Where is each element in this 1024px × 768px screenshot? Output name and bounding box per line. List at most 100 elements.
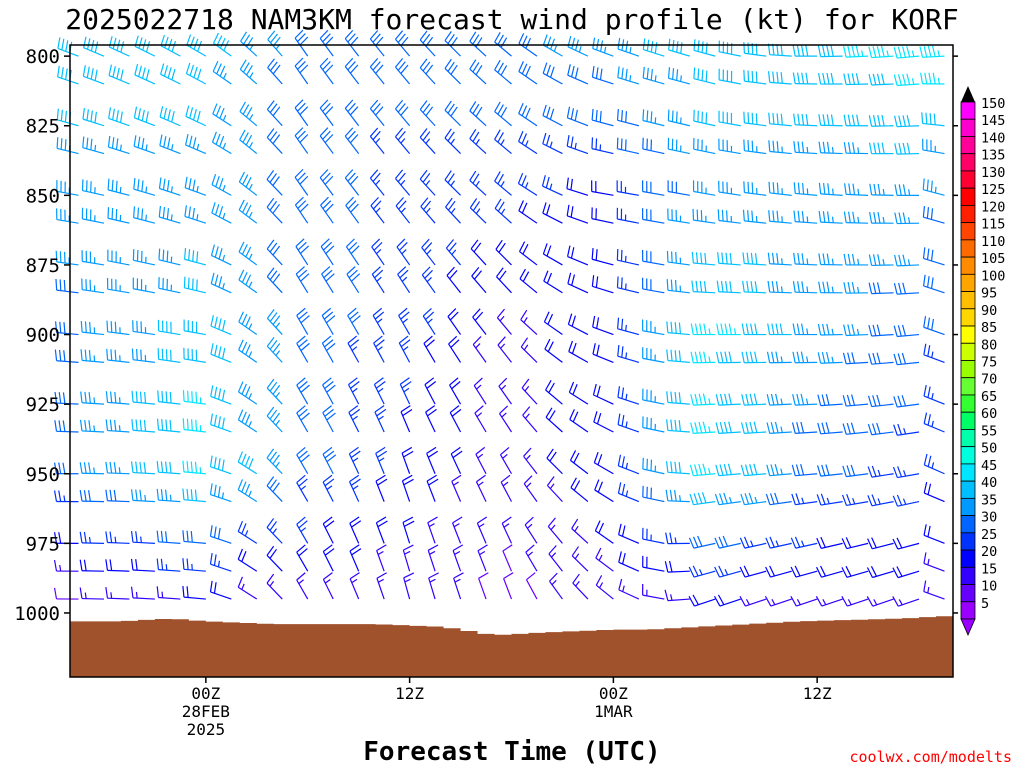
barb-feather — [105, 531, 109, 543]
barb-staff — [503, 578, 513, 600]
barb-feather — [376, 516, 387, 524]
barb-feather — [852, 183, 856, 195]
barb-half-feather — [222, 212, 226, 220]
wind-barb — [133, 178, 156, 196]
wind-barb — [209, 552, 232, 572]
wind-barb — [400, 405, 413, 433]
wind-barb — [717, 209, 741, 224]
barb-feather — [59, 279, 62, 291]
barb-feather — [570, 206, 574, 218]
barb-feather — [58, 532, 62, 544]
wind-barb — [792, 45, 818, 57]
barb-feather — [876, 46, 881, 58]
barb-half-feather — [775, 540, 779, 547]
chart-title: 2025022718 NAM3KM forecast wind profile … — [65, 3, 958, 36]
barb-feather — [877, 212, 881, 224]
barb-half-feather — [826, 497, 830, 504]
barb-feather — [344, 57, 354, 67]
colorbar-cell — [960, 377, 976, 396]
wind-barb — [866, 566, 894, 579]
barb-feather — [797, 210, 800, 223]
barb-feather — [791, 422, 796, 434]
wind-barb — [54, 420, 79, 433]
wind-barb — [158, 277, 181, 294]
barb-feather — [543, 270, 549, 282]
barb-feather — [845, 565, 852, 577]
barb-feather — [599, 68, 603, 80]
barb-feather — [676, 41, 679, 53]
barb-staff — [618, 534, 640, 544]
barb-feather — [398, 307, 408, 316]
barb-half-feather — [222, 142, 227, 149]
wind-barb — [592, 343, 614, 363]
barb-feather — [421, 266, 431, 276]
barb-feather — [192, 137, 197, 149]
barb-feather — [521, 175, 527, 187]
barb-feather — [549, 108, 555, 120]
wind-barb — [240, 31, 258, 57]
barb-feather — [892, 495, 899, 507]
wind-barb — [106, 320, 130, 336]
barb-feather — [372, 103, 381, 113]
barb-staff — [421, 247, 436, 266]
colorbar-cell — [960, 584, 976, 603]
barb-staff — [471, 275, 487, 294]
barb-feather — [319, 127, 329, 137]
wind-barb — [237, 409, 258, 433]
credit-text[interactable]: coolwx.com/modelts — [849, 748, 1012, 766]
barb-feather — [780, 72, 783, 84]
barb-staff — [718, 149, 741, 155]
barb-feather — [642, 66, 645, 78]
barb-staff — [923, 591, 945, 600]
wind-barb — [445, 239, 462, 266]
barb-feather — [673, 489, 677, 502]
barb-feather — [156, 530, 160, 542]
barb-half-feather — [376, 249, 382, 255]
wind-barb — [108, 64, 130, 85]
barb-staff — [134, 117, 156, 127]
barb-feather — [666, 279, 669, 291]
wind-barb — [237, 451, 258, 475]
barb-staff — [547, 526, 563, 544]
barb-feather — [851, 394, 856, 406]
barb-half-feather — [625, 490, 629, 497]
wind-barb — [295, 266, 310, 294]
barb-feather — [545, 134, 551, 146]
barb-feather — [848, 183, 851, 195]
barb-staff — [369, 66, 385, 85]
barb-feather — [714, 566, 721, 578]
wind-barb — [592, 383, 614, 405]
barb-staff — [296, 482, 309, 502]
wind-barb — [892, 466, 920, 479]
barb-feather — [80, 391, 83, 403]
wind-barb — [816, 464, 843, 477]
barb-feather — [830, 45, 834, 57]
barb-feather — [571, 342, 577, 354]
wind-barb — [55, 278, 79, 294]
wind-barb — [668, 38, 690, 57]
barb-feather — [294, 29, 304, 39]
wind-barb — [79, 462, 104, 475]
barb-feather — [272, 454, 280, 465]
wind-barb — [395, 99, 411, 127]
barb-half-feather — [196, 185, 199, 193]
barb-staff — [744, 122, 767, 127]
barb-half-feather — [400, 207, 406, 213]
wind-barb — [740, 492, 767, 506]
barb-feather — [573, 480, 581, 491]
colorbar-cell — [960, 239, 976, 258]
barb-half-feather — [806, 216, 809, 223]
barb-staff — [542, 212, 563, 224]
barb-feather — [323, 311, 334, 320]
wind-barb — [371, 266, 385, 294]
barb-feather — [779, 323, 783, 335]
barb-feather — [375, 339, 385, 348]
barb-feather — [141, 180, 144, 192]
barb-staff — [266, 457, 283, 475]
barb-feather — [847, 211, 851, 223]
barb-feather — [447, 131, 455, 142]
wind-barb — [642, 180, 665, 196]
barb-feather — [245, 176, 252, 188]
barb-feather — [447, 173, 455, 184]
barb-feather — [426, 474, 437, 482]
